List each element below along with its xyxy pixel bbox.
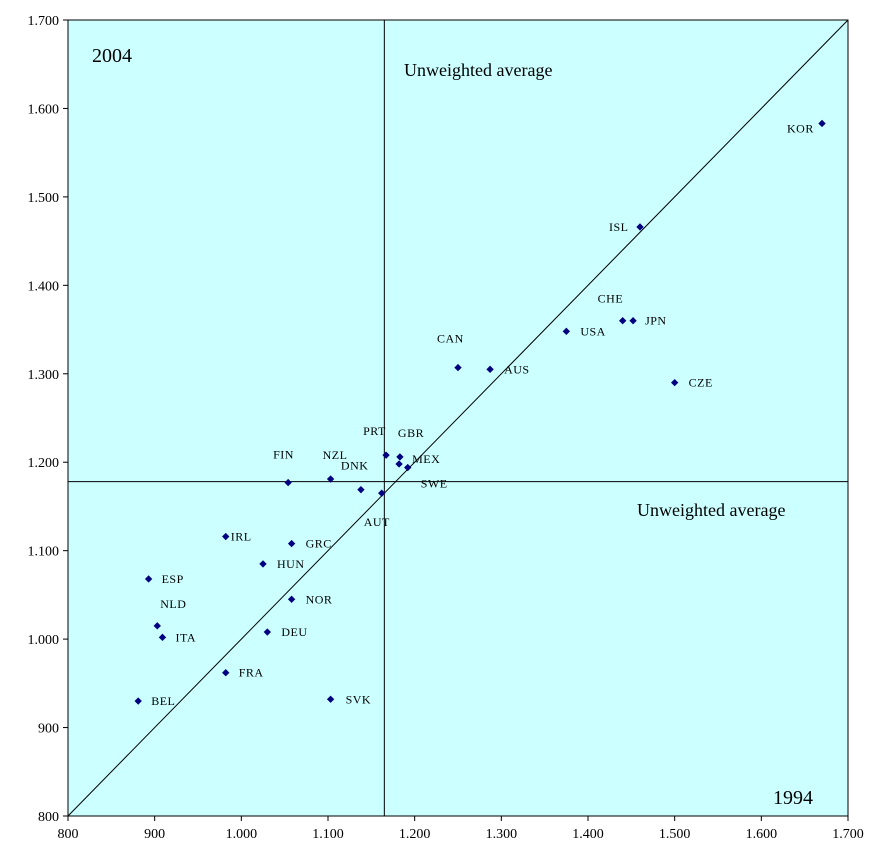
x-tick-label: 1.100 — [312, 827, 344, 842]
y-tick-label: 1.100 — [28, 545, 60, 560]
point-marker-svk — [326, 695, 335, 703]
point-label-fra: FRA — [239, 666, 264, 680]
point-label-dnk: DNK — [341, 459, 369, 473]
point-label-isl: ISL — [609, 220, 629, 234]
point-label-aut: AUT — [364, 515, 390, 529]
point-marker-nzl — [326, 475, 335, 483]
corner-label-year-top: 2004 — [92, 45, 132, 67]
y-tick-label: 1.600 — [28, 102, 60, 117]
x-tick-label: 1.500 — [659, 827, 691, 842]
x-tick-label: 1.700 — [832, 827, 864, 842]
point-label-prt: PRT — [363, 424, 386, 438]
x-tick-label: 1.000 — [226, 827, 258, 842]
y-tick-label: 1.300 — [28, 368, 60, 383]
point-marker-nld — [153, 622, 161, 630]
point-marker-prt — [382, 451, 390, 459]
point-label-jpn: JPN — [645, 314, 667, 328]
y-tick-label: 1.500 — [28, 191, 60, 206]
point-marker-hun — [259, 560, 267, 568]
point-label-nor: NOR — [306, 592, 333, 606]
point-marker-mex — [395, 460, 403, 468]
x-tick-label: 800 — [58, 827, 79, 842]
point-marker-ita — [158, 633, 167, 642]
point-label-bel: BEL — [151, 694, 175, 708]
x-tick-label: 1.400 — [572, 827, 604, 842]
point-label-usa: USA — [580, 324, 606, 338]
point-label-swe: SWE — [421, 477, 448, 491]
point-marker-swe — [404, 463, 412, 472]
point-marker-bel — [134, 697, 142, 705]
point-label-gbr: GBR — [398, 426, 424, 440]
point-marker-can — [454, 363, 462, 372]
data-points: KOR ISL CHE JPN USA CAN AUS CZE PRT GBR MEX SWE FIN N… — [134, 119, 826, 708]
y-tick-label: 1.400 — [28, 279, 60, 294]
point-marker-nor — [287, 595, 296, 603]
point-marker-usa — [562, 327, 571, 336]
y-tick-label: 800 — [38, 810, 59, 825]
diagonal-line — [67, 19, 849, 817]
x-axis: 800 900 1.000 1.100 1.200 1.300 1.400 1.500 1.60… — [58, 816, 864, 842]
point-label-nld: NLD — [160, 597, 186, 611]
point-marker-che — [618, 317, 627, 325]
point-label-che: CHE — [598, 292, 624, 306]
point-label-fin: FIN — [273, 448, 294, 462]
average-label-top: Unweighted average — [404, 60, 552, 80]
point-label-deu: DEU — [281, 625, 307, 639]
average-label-right: Unweighted average — [637, 500, 785, 520]
point-label-mex: MEX — [412, 452, 440, 466]
point-label-nzl: NZL — [323, 448, 348, 462]
corner-label-year-bottom: 1994 — [773, 787, 813, 809]
point-marker-jpn — [629, 317, 637, 325]
y-tick-label: 1.000 — [28, 633, 60, 648]
point-label-esp: ESP — [162, 572, 184, 586]
point-label-irl: IRL — [231, 530, 252, 544]
point-label-aus: AUS — [504, 362, 530, 376]
point-label-grc: GRC — [306, 537, 332, 551]
x-tick-label: 1.300 — [486, 827, 518, 842]
point-marker-dnk — [357, 485, 365, 494]
point-marker-fin — [284, 478, 292, 487]
point-marker-kor — [818, 119, 826, 128]
x-tick-label: 1.200 — [399, 827, 431, 842]
point-marker-deu — [263, 628, 272, 636]
point-label-hun: HUN — [277, 557, 305, 571]
x-tick-label: 1.600 — [746, 827, 778, 842]
point-marker-aut — [378, 489, 386, 497]
y-tick-label: 1.700 — [28, 14, 60, 29]
point-marker-isl — [636, 223, 644, 231]
y-tick-label: 900 — [38, 722, 59, 737]
point-label-can: CAN — [437, 332, 464, 346]
point-marker-aus — [486, 365, 494, 374]
y-tick-label: 1.200 — [28, 456, 60, 471]
point-marker-gbr — [396, 453, 404, 461]
point-label-cze: CZE — [689, 376, 713, 390]
point-label-kor: KOR — [787, 121, 814, 135]
x-tick-label: 900 — [144, 827, 165, 842]
point-marker-irl — [222, 532, 230, 541]
point-label-ita: ITA — [175, 630, 196, 644]
y-axis: 800 900 1.000 1.100 1.200 1.300 1.400 1.500 1.60… — [28, 14, 68, 825]
point-marker-cze — [670, 378, 679, 387]
point-marker-grc — [287, 539, 296, 548]
point-label-svk: SVK — [346, 692, 372, 706]
